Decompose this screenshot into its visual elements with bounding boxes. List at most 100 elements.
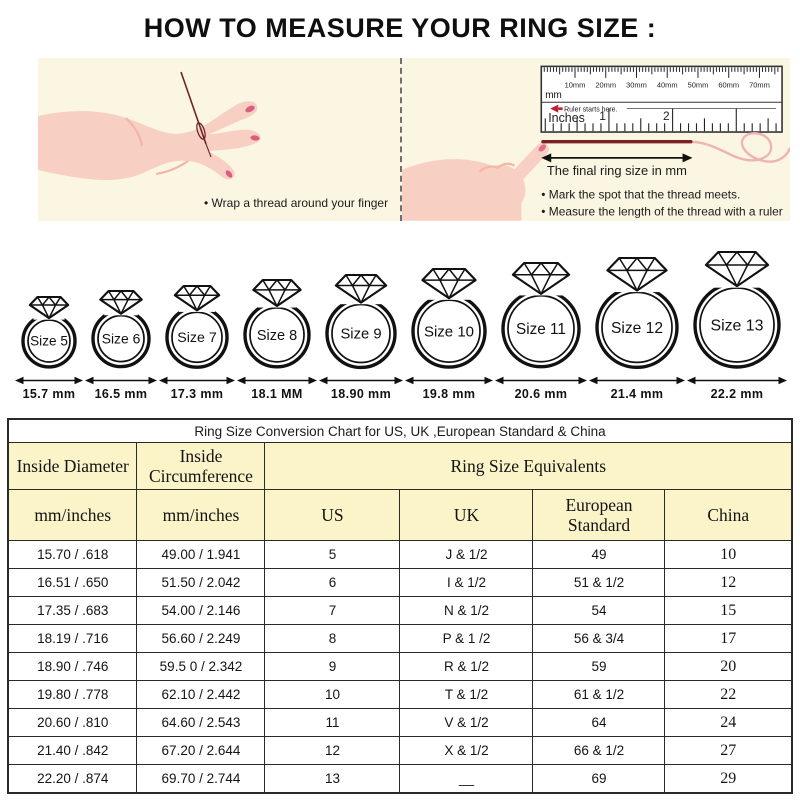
ring-diameter-label: 19.8 mm [422, 387, 476, 401]
table-cell: T & 1/2 [399, 680, 534, 709]
thread-on-finger [180, 71, 212, 158]
ring-size-label: Size 5 [30, 334, 68, 349]
table-row: 18.90 / .746 59.5 0 / 2.342 9 R & 1/2 59 20 [7, 652, 793, 681]
ring-icon: Size 11 [501, 261, 581, 369]
ring-size-item: Size 5 15.7 mm [14, 295, 84, 401]
ring-icon: Size 13 [693, 250, 781, 369]
subcol-diameter-units: mm/inches [7, 489, 138, 541]
diamond-icon [99, 289, 143, 315]
table-cell: 6 [264, 568, 401, 597]
table-cell: 64.60 / 2.543 [136, 708, 266, 737]
diameter-arrow-icon [687, 376, 787, 385]
page-title: HOW TO MEASURE YOUR RING SIZE : [143, 13, 657, 43]
table-cell: 54.00 / 2.146 [136, 596, 266, 625]
thread-dark [541, 139, 693, 144]
table-row: 20.60 / .810 64.60 / 2.543 11 V & 1/2 64 24 [7, 708, 793, 737]
ring-size-item: Size 11 20.6 mm [494, 261, 588, 401]
fingernail-icon [250, 135, 260, 141]
table-cell: I & 1/2 [399, 568, 534, 597]
table-cell: 59 [532, 652, 666, 681]
ring-sizes-row: Size 5 15.7 mm Size 6 16.5 mm Size 7 17.3 mm S… [0, 243, 800, 401]
diameter-arrow-icon [159, 376, 235, 385]
table-title-row: Ring Size Conversion Chart for US, UK ,E… [7, 418, 793, 443]
ring-size-label: Size 11 [516, 321, 566, 338]
diameter-arrow-icon [85, 376, 157, 385]
ruler-tick-label: 40mm [657, 80, 678, 89]
table-cell: 7 [264, 596, 401, 625]
table-cell: 67.20 / 2.644 [136, 736, 266, 765]
ring-diameter-label: 21.4 mm [610, 387, 664, 401]
ring-size-label: Size 8 [257, 328, 297, 344]
table-cell: 51.50 / 2.042 [136, 568, 266, 597]
table-cell: 62.10 / 2.442 [136, 680, 266, 709]
measure-ruler-panel: 10mm 20mm 30mm 40mm 50mm 60mm 70mm mm Ruler st… [400, 58, 790, 221]
ruler-starts-here-label: Ruler starts here. [564, 107, 617, 114]
subcol-us: US [264, 489, 401, 541]
table-row: 16.51 / .650 51.50 / 2.042 6 I & 1/2 51 & 1/… [7, 568, 793, 597]
table-cell: 49.00 / 1.941 [136, 540, 266, 569]
ring-size-item: Size 10 19.8 mm [404, 267, 494, 401]
table-row: 22.20 / .874 69.70 / 2.744 13 __ 69 29 [7, 764, 793, 794]
table-cell: 22 [664, 680, 793, 709]
diameter-arrow-icon [237, 376, 317, 385]
fingernail-icon [245, 105, 255, 113]
table-cell: 18.90 / .746 [7, 652, 138, 681]
col-inside-circumference: Inside Circumference [136, 442, 266, 490]
ruler-tick-label: 20mm [595, 80, 616, 89]
fingernail-icon [225, 170, 233, 178]
ring-size-label: Size 7 [177, 330, 217, 346]
step-mark-caption: • Mark the spot that the thread meets. [541, 188, 740, 202]
ruler-inch-ticks [544, 108, 777, 132]
ring-size-item: Size 12 21.4 mm [588, 256, 686, 401]
final-size-caption: The final ring size in mm [547, 163, 687, 178]
ruler-mm-labels: 10mm 20mm 30mm 40mm 50mm 60mm 70mm [565, 80, 770, 89]
conversion-table: Ring Size Conversion Chart for US, UK ,E… [6, 418, 794, 794]
ruler-tick-label: 2 [663, 109, 670, 123]
table-cell: 61 & 1/2 [532, 680, 666, 709]
ring-size-item: Size 6 16.5 mm [84, 289, 158, 401]
ruler-tick-label: 1 [599, 109, 606, 123]
table-cell: 17 [664, 624, 793, 653]
table-cell: 64 [532, 708, 666, 737]
table-cell: 49 [532, 540, 666, 569]
ring-size-item: Size 8 18.1 MM [236, 278, 318, 401]
ring-size-label: Size 9 [340, 327, 381, 343]
table-cell: 13 [264, 764, 401, 794]
table-cell: 19.80 / .778 [7, 680, 138, 709]
table-cell: 15 [664, 596, 793, 625]
ring-diameter-label: 15.7 mm [22, 387, 76, 401]
inches-label: Inches [548, 111, 585, 125]
table-row: 15.70 / .618 49.00 / 1.941 5 J & 1/2 49 10 [7, 540, 793, 569]
table-subheader-row: mm/inches mm/inches US UK European Stand… [7, 489, 793, 541]
table-row: 18.19 / .716 56.60 / 2.249 8 P & 1 /2 56 & 3… [7, 624, 793, 653]
ruler-tick-label: 10mm [565, 80, 586, 89]
instruction-panels: • Wrap a thread around your finger 10mm 2… [38, 58, 790, 221]
wrap-thread-panel: • Wrap a thread around your finger [38, 58, 400, 221]
ring-icon: Size 8 [243, 278, 311, 369]
step-measure-caption: • Measure the length of the thread with … [541, 205, 782, 219]
col-inside-diameter: Inside Diameter [7, 442, 138, 490]
col-ring-size-equivalents: Ring Size Equivalents [264, 442, 793, 490]
diameter-arrow-icon [319, 376, 403, 385]
diamond-icon [173, 284, 221, 312]
table-cell: R & 1/2 [399, 652, 534, 681]
ring-size-item: Size 13 22.2 mm [686, 250, 788, 401]
table-cell: X & 1/2 [399, 736, 534, 765]
subcol-uk: UK [399, 489, 534, 541]
ring-diameter-label: 22.2 mm [710, 387, 764, 401]
table-cell: 69.70 / 2.744 [136, 764, 266, 794]
table-cell: 59.5 0 / 2.342 [136, 652, 266, 681]
diamond-icon [421, 267, 477, 300]
ring-diameter-label: 18.90 mm [330, 387, 392, 401]
ring-icon: Size 12 [595, 256, 679, 370]
table-row: 21.40 / .842 67.20 / 2.644 12 X & 1/2 66 & 1… [7, 736, 793, 765]
table-cell: V & 1/2 [399, 708, 534, 737]
table-cell: 51 & 1/2 [532, 568, 666, 597]
diamond-icon [704, 250, 770, 288]
left-caption: • Wrap a thread around your finger [204, 196, 388, 210]
table-cell: 12 [664, 568, 793, 597]
table-row: 17.35 / .683 54.00 / 2.146 7 N & 1/2 54 15 [7, 596, 793, 625]
ring-size-item: Size 7 17.3 mm [158, 284, 236, 401]
